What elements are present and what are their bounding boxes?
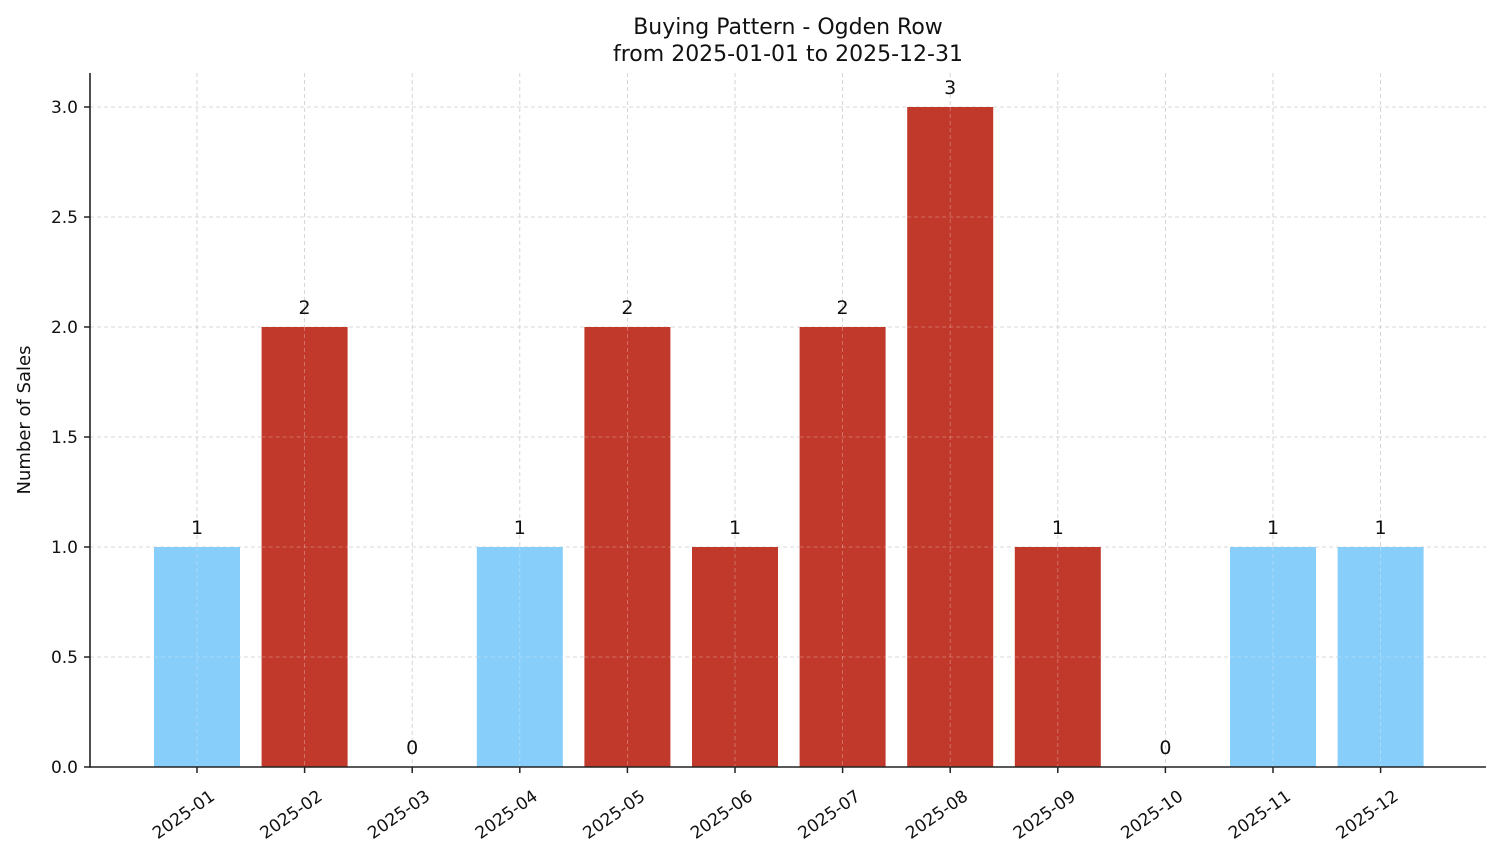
y-tick-label: 3.0 — [51, 98, 78, 118]
x-tick-label: 2025-07 — [795, 787, 865, 844]
chart-title: Buying Pattern - Ogden Row — [633, 15, 943, 40]
bar-2025-07 — [799, 327, 886, 767]
y-tick-label: 2.0 — [51, 318, 78, 338]
bar-2025-12 — [1337, 547, 1424, 767]
y-tick-label: 1.5 — [51, 428, 78, 448]
bar-2025-02 — [261, 327, 348, 767]
bar-2025-05 — [584, 327, 671, 767]
bar-value-label: 1 — [1267, 517, 1279, 539]
x-tick-label: 2025-01 — [149, 787, 219, 844]
bar-2025-08 — [907, 107, 994, 767]
axes — [89, 73, 1486, 768]
grid-lines-overlay — [154, 107, 1424, 767]
bar-2025-04 — [476, 547, 563, 767]
bar-2025-11 — [1230, 547, 1316, 767]
y-axis-ticks: 0.0 0.5 1.0 1.5 2.0 2.5 3.0 — [51, 98, 90, 778]
y-tick-label: 1.0 — [51, 538, 78, 558]
y-tick-label: 2.5 — [51, 208, 78, 228]
y-tick-label: 0.5 — [51, 648, 78, 668]
bar-value-label: 1 — [514, 517, 526, 539]
bar-2025-01 — [154, 547, 240, 767]
bar-value-label: 2 — [621, 297, 633, 319]
x-tick-label: 2025-02 — [257, 787, 327, 844]
y-tick-label: 0.0 — [51, 758, 78, 778]
data-labels: 1 2 0 1 2 1 2 3 1 0 1 1 — [191, 77, 1387, 759]
x-tick-label: 2025-08 — [902, 787, 972, 844]
bars-group — [154, 107, 1424, 767]
bar-value-label: 1 — [1052, 517, 1064, 539]
bar-value-label: 3 — [944, 77, 956, 99]
x-tick-label: 2025-04 — [472, 787, 542, 844]
bar-value-label: 0 — [1159, 737, 1171, 759]
bar-2025-06 — [692, 547, 778, 767]
y-axis-label: Number of Sales — [14, 345, 35, 494]
bar-value-label: 1 — [1375, 517, 1387, 539]
bar-2025-09 — [1014, 547, 1101, 767]
x-tick-label: 2025-10 — [1117, 787, 1187, 844]
x-tick-label: 2025-12 — [1333, 787, 1403, 844]
x-tick-label: 2025-05 — [579, 787, 649, 844]
bar-value-label: 2 — [299, 297, 311, 319]
bar-value-label: 1 — [729, 517, 741, 539]
x-tick-label: 2025-06 — [687, 787, 757, 844]
x-tick-label: 2025-03 — [364, 787, 434, 844]
x-tick-label: 2025-11 — [1225, 787, 1295, 844]
chart-subtitle: from 2025-01-01 to 2025-12-31 — [613, 42, 963, 67]
x-tick-label: 2025-09 — [1010, 787, 1080, 844]
bar-value-label: 1 — [191, 517, 203, 539]
bar-value-label: 2 — [837, 297, 849, 319]
x-axis-ticks: 2025-01 2025-02 2025-03 2025-04 2025-05 2025-… — [149, 767, 1402, 844]
bar-value-label: 0 — [406, 737, 418, 759]
